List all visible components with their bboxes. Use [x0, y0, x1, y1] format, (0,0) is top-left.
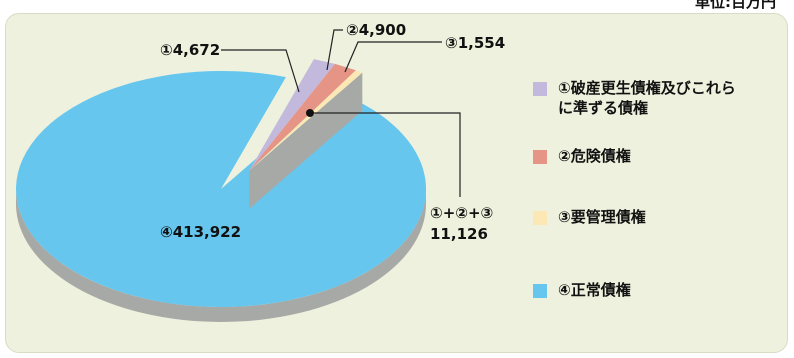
wedge-side-wall [249, 72, 363, 209]
legend-item-3: ③要管理債権 [533, 207, 646, 227]
slice-label-3: ③1,554 [445, 34, 505, 52]
legend-label-1: ①破産更生債権及びこれら に準ずる債権 [558, 79, 736, 117]
unit-label: 単位:百万円 [695, 0, 776, 11]
legend-swatch-2 [533, 150, 547, 164]
leader-line-combined [310, 112, 461, 197]
combined-label: ①+②+③ [430, 204, 493, 222]
legend: ①破産更生債権及びこれら に準ずる債権 ②危険債権 ③要管理債権 ④正常債権 [533, 14, 787, 352]
leader-line-1 [221, 49, 300, 93]
slice-label-1: ①4,672 [160, 41, 220, 59]
legend-item-2: ②危険債権 [533, 146, 631, 166]
legend-item-4: ④正常債権 [533, 280, 631, 300]
legend-label-2: ②危険債権 [558, 147, 631, 165]
pie-slice-2 [249, 63, 356, 171]
leader-line-2 [326, 29, 343, 71]
leader-dot-combined [306, 109, 314, 117]
legend-label-4: ④正常債権 [558, 281, 631, 299]
legend-swatch-1 [533, 82, 547, 96]
leader-line-3 [344, 41, 442, 73]
pie-slice-1 [249, 59, 335, 171]
combined-value: 11,126 [430, 225, 488, 243]
slice-label-2: ②4,900 [346, 21, 406, 39]
pie-slice-4 [15, 71, 426, 307]
slice-label-4: ④413,922 [160, 223, 241, 241]
legend-swatch-3 [533, 211, 547, 225]
chart-panel: ①4,672 ②4,900 ③1,554 ④413,922 ①+②+③ 11,1… [5, 13, 788, 353]
pie-slice-3 [249, 70, 363, 171]
legend-item-1: ①破産更生債権及びこれら に準ずる債権 [533, 78, 736, 118]
legend-label-3: ③要管理債権 [558, 208, 646, 226]
legend-swatch-4 [533, 284, 547, 298]
pie-chart: ①4,672 ②4,900 ③1,554 ④413,922 ①+②+③ 11,1… [15, 21, 505, 322]
